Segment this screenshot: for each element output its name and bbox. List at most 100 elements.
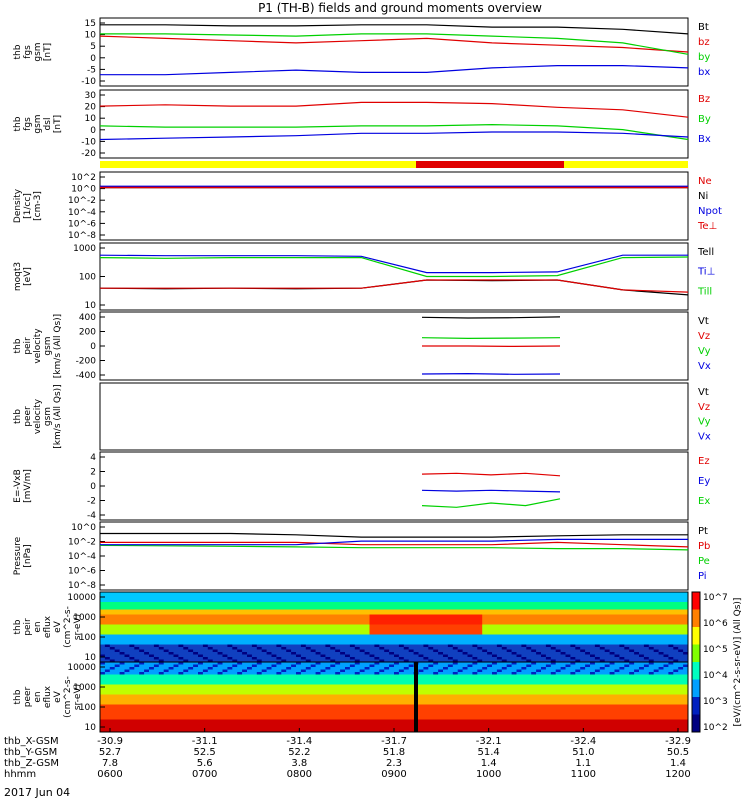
y-axis-label: [km/s (All Qs)] <box>53 314 63 378</box>
y-tick-label: -10 <box>81 137 96 147</box>
legend-label: Pi <box>698 571 707 582</box>
y-tick-label: 10^-6 <box>68 567 96 577</box>
y-axis-label: en <box>33 621 43 632</box>
legend-label: Ez <box>698 456 710 467</box>
y-tick-label: -20 <box>81 149 96 159</box>
y-axis-label: [cm-3] <box>33 191 43 221</box>
y-tick-label: 1000 <box>73 244 96 254</box>
y-axis-label: E=-VxB <box>13 469 23 503</box>
legend-label: Bt <box>698 22 709 33</box>
y-tick-label: 10000 <box>67 593 96 603</box>
legend-label: Till <box>697 286 712 297</box>
status-bar-red <box>416 161 564 168</box>
panel-frame <box>100 243 688 310</box>
y-axis-label: thb <box>13 44 23 59</box>
y-tick-label: 5 <box>90 42 96 52</box>
status-bar <box>100 161 688 168</box>
series-line-Vt <box>422 317 560 318</box>
y-axis-label: eV <box>53 620 63 633</box>
series-line-Bz <box>100 102 688 117</box>
legend-label: Vz <box>698 331 710 342</box>
series-line-Tell <box>100 280 688 295</box>
legend-label: Pt <box>698 526 708 537</box>
y-tick-label: 10^-4 <box>68 208 96 218</box>
y-tick-label: 1000 <box>73 613 96 623</box>
y-axis-label: velocity <box>33 398 43 434</box>
legend-label: Pb <box>698 541 710 552</box>
panel-frame <box>100 522 688 590</box>
series-line-bx <box>100 66 688 75</box>
panel-frame <box>100 90 688 158</box>
y-tick-label: 0 <box>90 342 96 352</box>
y-tick-label: 200 <box>79 328 96 338</box>
y-axis-label: gsm <box>43 407 53 426</box>
y-axis-label: [km/s (All Qs)] <box>53 384 63 448</box>
legend-label: Bx <box>698 134 711 145</box>
legend-label: Ti⊥ <box>697 267 715 278</box>
series-line-Bt <box>100 25 688 34</box>
panel-3: Density[1/cc][cm-3]10^210^010^-210^-410^… <box>13 172 722 241</box>
y-tick-label: 10^-2 <box>68 196 96 206</box>
y-axis-label: [nT] <box>43 43 53 61</box>
y-axis-label: gsm <box>33 114 43 133</box>
y-tick-label: 100 <box>79 633 96 643</box>
legend-label: Pe <box>698 556 710 567</box>
legend-label: Te⊥ <box>697 221 717 232</box>
y-tick-label: -200 <box>76 357 97 367</box>
y-axis-label: gsm <box>33 42 43 61</box>
y-tick-label: 10^-6 <box>68 219 96 229</box>
panel-frame <box>100 452 688 520</box>
y-axis-label: (cm^2-s- <box>63 606 73 648</box>
y-tick-label: 0 <box>90 482 96 492</box>
y-tick-label: 10 <box>85 114 97 124</box>
y-axis-label: [nT] <box>53 115 63 133</box>
y-axis-label: gsm <box>43 336 53 355</box>
legend-label: Ni <box>698 191 708 202</box>
legend-label: Tell <box>697 247 714 258</box>
y-tick-label: 20 <box>85 103 97 113</box>
series-line-bz <box>100 36 688 52</box>
y-axis-label: fgs <box>23 45 33 59</box>
y-axis-label: thb <box>13 409 23 424</box>
series-line-by <box>100 34 688 54</box>
legend-label: by <box>698 52 710 63</box>
legend-label: bx <box>698 67 710 78</box>
y-tick-label: 10^0 <box>71 185 96 195</box>
y-tick-label: -10 <box>81 77 96 87</box>
y-tick-label: -5 <box>87 65 96 75</box>
legend-label: Vy <box>698 417 711 428</box>
series-line-Ex <box>422 499 560 508</box>
legend-label: Vx <box>698 431 711 442</box>
y-axis-label: fgs <box>23 117 33 131</box>
y-tick-label: 10^-8 <box>68 581 96 591</box>
y-tick-label: -2 <box>87 497 96 507</box>
y-tick-label: 15 <box>85 19 96 29</box>
y-tick-label: 400 <box>79 313 96 323</box>
legend-label: By <box>698 114 711 125</box>
y-axis-label: dsl <box>43 118 53 131</box>
series-line-Pt <box>100 534 688 538</box>
series-line-Pe <box>100 545 688 550</box>
legend-label: Ey <box>698 476 710 487</box>
y-axis-label: eflux <box>43 615 53 638</box>
y-tick-label: 10 <box>85 31 97 41</box>
panel-8: Pressure[nPa]10^010^-210^-410^-610^-8PtP… <box>13 522 710 591</box>
y-axis-label: Density <box>13 188 23 223</box>
y-axis-label: peir <box>23 618 33 636</box>
y-axis-label: thb <box>13 619 23 634</box>
y-axis-label: peir <box>23 337 33 355</box>
y-tick-label: -400 <box>76 371 97 381</box>
y-tick-label: 0 <box>90 54 96 64</box>
series-line-Ez <box>422 473 560 476</box>
y-axis-label: thb <box>13 338 23 353</box>
plot-title: P1 (TH-B) fields and ground moments over… <box>258 1 542 15</box>
